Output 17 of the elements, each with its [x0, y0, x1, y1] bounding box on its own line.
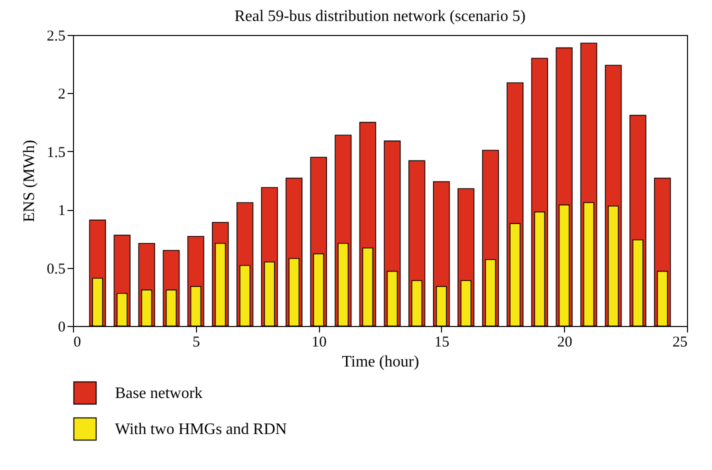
y-tick-label: 0 — [58, 320, 66, 336]
chart-title: Real 59-bus distribution network (scenario 5) — [234, 8, 526, 25]
y-tick-label: 1 — [58, 203, 66, 220]
y-tick-label: 2 — [58, 86, 66, 103]
x-tick-label: 15 — [434, 334, 450, 350]
x-tick-label: 25 — [672, 334, 688, 350]
x-tick-label: 10 — [312, 334, 327, 350]
y-tick-label: 1.5 — [46, 144, 66, 161]
y-tick-label: 2.5 — [46, 28, 66, 44]
x-tick-label: 0 — [74, 334, 81, 350]
y-tick-label: 0.5 — [46, 261, 66, 278]
x-axis-title: Time (hour) — [342, 354, 420, 370]
x-tick-label: 20 — [557, 334, 572, 350]
x-tick-label: 5 — [192, 334, 200, 350]
legend-label: With two HMGs and RDN — [115, 421, 288, 438]
y-axis-title: ENS (MWh) — [20, 140, 38, 222]
legend-label: Base network — [115, 385, 203, 402]
